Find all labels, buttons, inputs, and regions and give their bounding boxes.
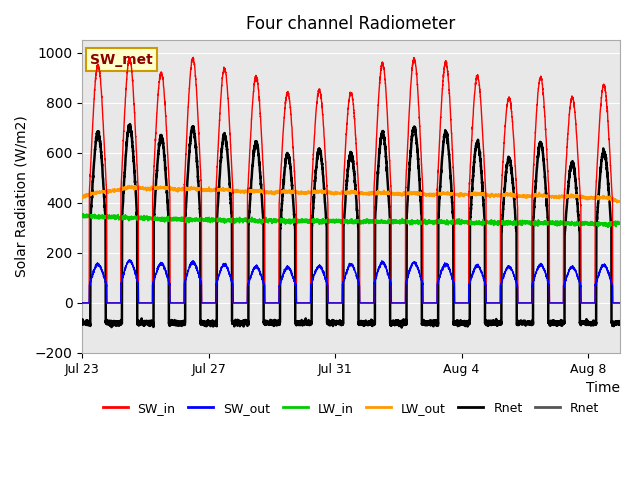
Y-axis label: Solar Radiation (W/m2): Solar Radiation (W/m2) <box>15 116 29 277</box>
X-axis label: Time: Time <box>586 381 620 395</box>
Text: SW_met: SW_met <box>90 53 153 67</box>
Title: Four channel Radiometer: Four channel Radiometer <box>246 15 456 33</box>
Legend: SW_in, SW_out, LW_in, LW_out, Rnet, Rnet: SW_in, SW_out, LW_in, LW_out, Rnet, Rnet <box>97 397 604 420</box>
